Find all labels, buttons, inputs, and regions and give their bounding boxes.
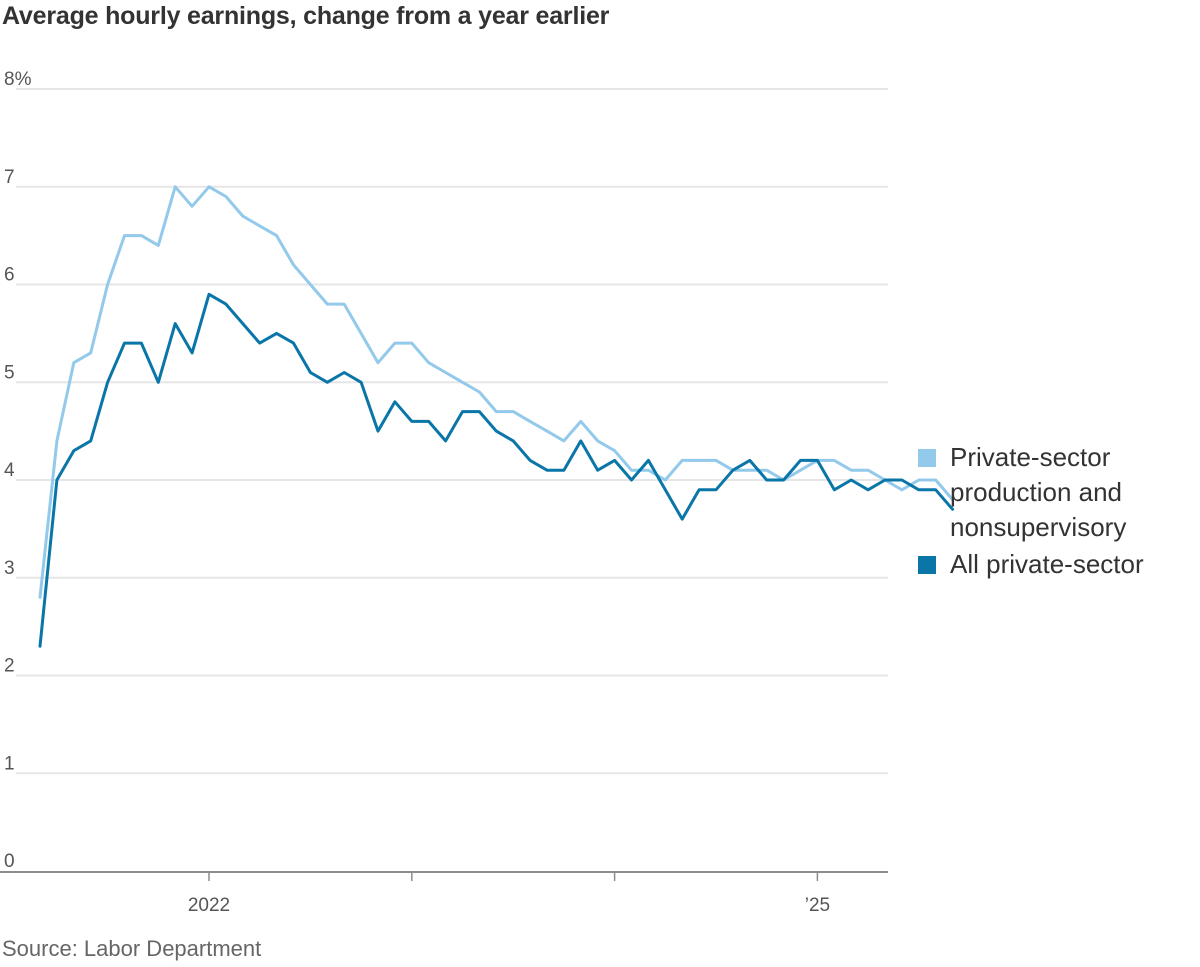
y-tick-label: 3 [4,558,15,579]
legend-item-production-nonsupervisory: Private-sector production and nonsupervi… [918,440,1193,545]
x-tick-label: ’25 [805,895,830,916]
series-lines [38,185,955,648]
series-line-production-nonsupervisory [38,185,955,599]
y-tick-label: 0 [4,851,15,872]
source-note: Source: Labor Department [2,936,262,961]
x-tick-label: 2022 [188,895,230,916]
chart-title: Average hourly earnings, change from a y… [2,2,610,30]
y-tick-label: 4 [4,460,15,481]
y-tick-label: 7 [4,167,15,188]
y-tick-label: 6 [4,265,15,286]
gridlines [16,88,888,775]
legend-item-all-private-sector: All private-sector [918,547,1193,582]
legend-swatch-light [918,449,936,467]
x-axis: 2022 ’25 [0,871,888,916]
y-axis-labels: 8% 7 6 5 4 3 2 1 0 [4,69,32,872]
y-tick-label: 1 [4,753,15,774]
legend-label: Private-sector production and nonsupervi… [950,442,1127,542]
y-tick-label: 5 [4,362,15,383]
legend-label: All private-sector [950,549,1144,579]
y-tick-label: 2 [4,656,15,677]
series-line-all-private-sector [38,292,955,648]
y-tick-label: 8% [4,69,32,90]
legend-swatch-dark [918,556,936,574]
legend: Private-sector production and nonsupervi… [918,440,1193,584]
